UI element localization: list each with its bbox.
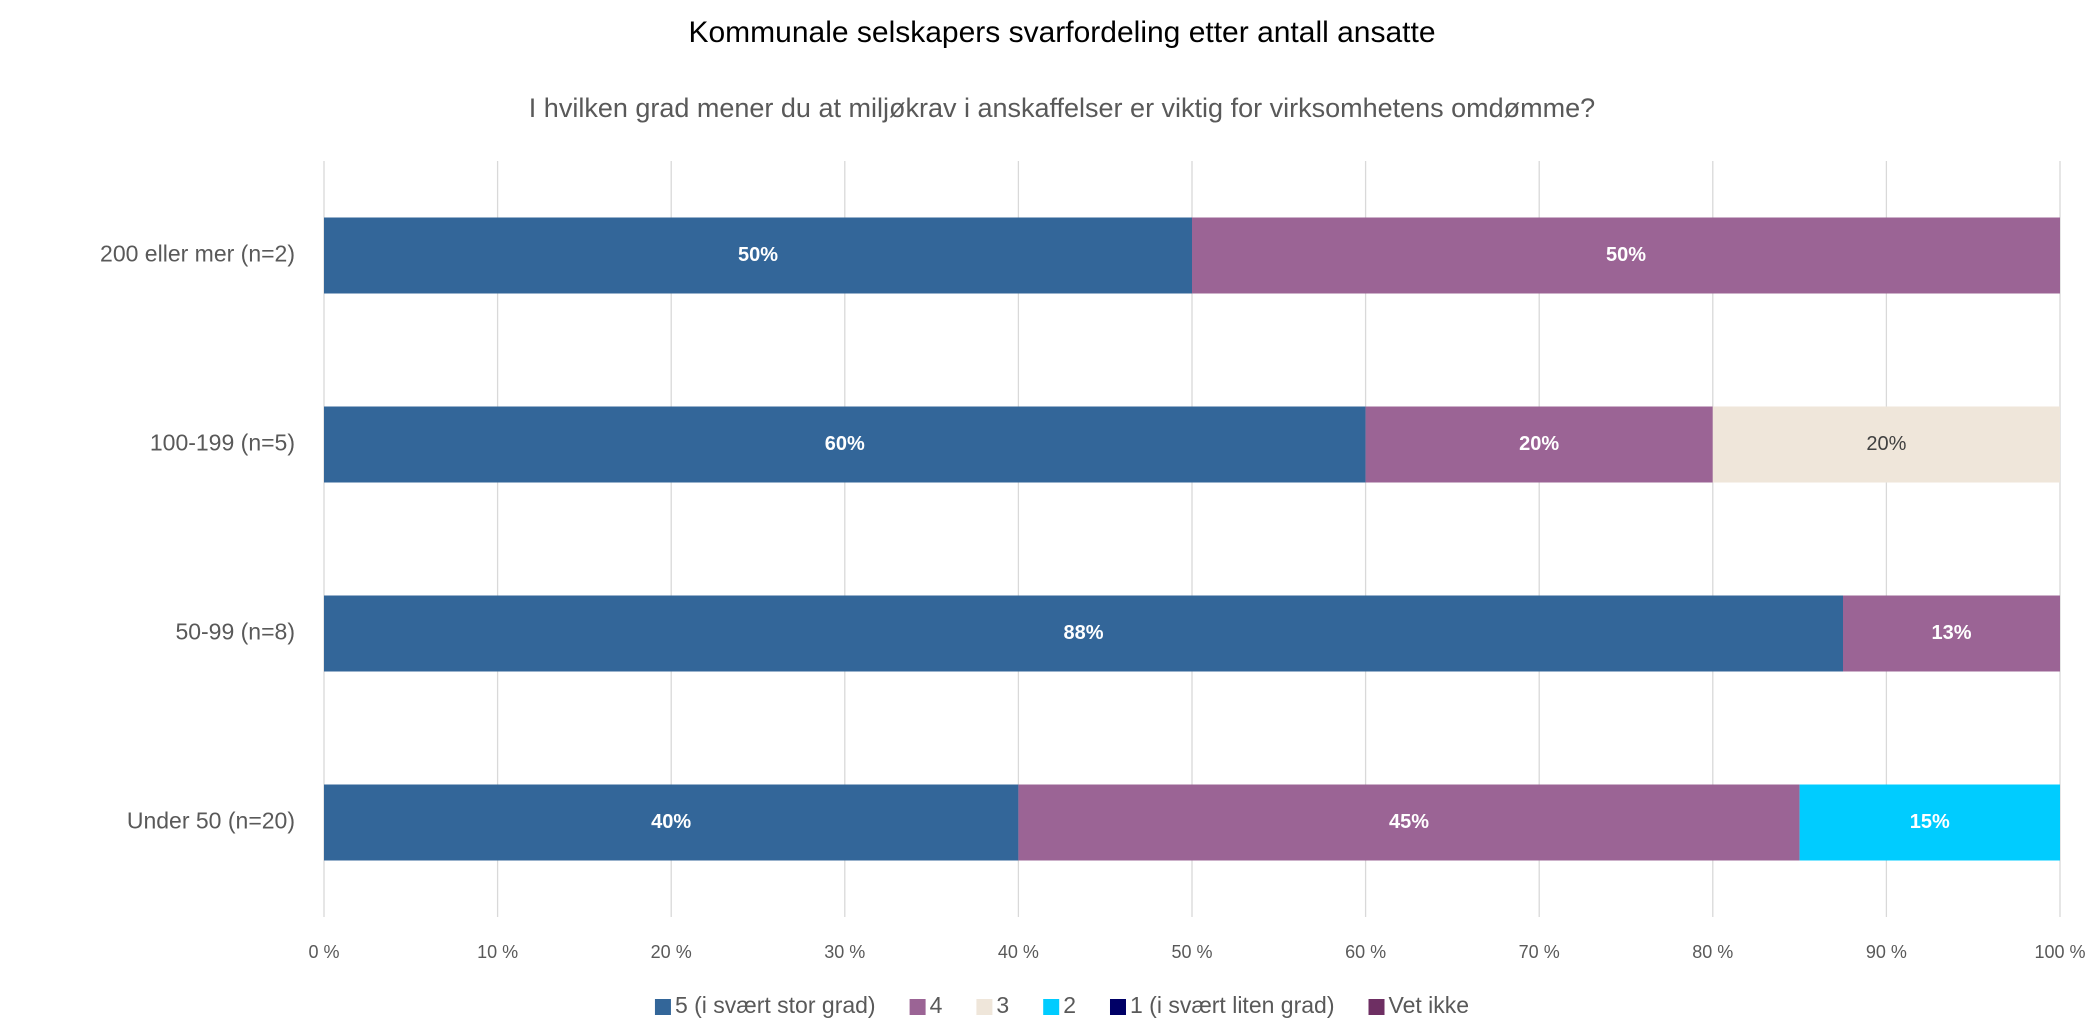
bar-segment: [1712, 406, 2060, 483]
legend-label: Vet ikke: [1389, 992, 1470, 1018]
data-label: 20%: [1866, 433, 1906, 455]
legend-label: 2: [1063, 992, 1076, 1018]
bar-segment: [324, 595, 1843, 672]
legend-label: 4: [930, 992, 943, 1018]
legend-label: 5 (i svært stor grad): [675, 992, 876, 1018]
data-label: 50%: [1606, 244, 1646, 266]
y-tick-label: 50-99 (n=8): [175, 619, 295, 645]
legend-swatch: [1043, 999, 1060, 1015]
x-tick-label: 0 %: [308, 942, 339, 962]
x-tick-label: 50 %: [1171, 942, 1212, 962]
bar-segment: [1843, 595, 2060, 672]
data-label: 20%: [1519, 433, 1559, 455]
data-label: 50%: [738, 244, 778, 266]
legend-swatch: [1109, 999, 1126, 1015]
bar-segment: [1192, 217, 2060, 294]
bar-segment: [1365, 406, 1713, 483]
y-tick-label: 100-199 (n=5): [150, 430, 295, 456]
x-tick-label: 60 %: [1345, 942, 1386, 962]
x-tick-label: 70 %: [1519, 942, 1560, 962]
data-label: 40%: [651, 811, 691, 833]
legend-swatch: [654, 999, 671, 1015]
data-label: 13%: [1931, 622, 1971, 644]
legend: 5 (i svært stor grad) 4 3 2 1 (i svært liten…: [654, 992, 1470, 1018]
x-tick-label: 20 %: [651, 942, 692, 962]
bar-segment: [1799, 784, 2060, 861]
x-tick-label: 40 %: [998, 942, 1039, 962]
bar-segment: [324, 217, 1192, 294]
x-tick-label: 30 %: [824, 942, 865, 962]
data-label: 15%: [1910, 811, 1950, 833]
bar-segment: [1018, 784, 1800, 861]
bar-segment: [324, 784, 1019, 861]
y-tick-label: Under 50 (n=20): [127, 808, 295, 834]
legend-label: 1 (i svært liten grad): [1130, 992, 1335, 1018]
x-tick-label: 80 %: [1692, 942, 1733, 962]
legend-swatch: [909, 999, 926, 1015]
data-label: 60%: [825, 433, 865, 455]
bar-segment: [324, 406, 1366, 483]
x-tick-label: 100 %: [2034, 942, 2085, 962]
legend-swatch: [976, 999, 993, 1015]
data-label: 88%: [1063, 622, 1103, 644]
x-tick-label: 90 %: [1866, 942, 1907, 962]
chart-title: Kommunale selskapers svarfordeling etter…: [688, 16, 1435, 49]
y-tick-label: 200 eller mer (n=2): [100, 241, 295, 267]
data-label: 45%: [1389, 811, 1429, 833]
x-tick-label: 10 %: [477, 942, 518, 962]
legend-swatch: [1368, 999, 1385, 1015]
chart-subtitle: I hvilken grad mener du at miljøkrav i a…: [529, 93, 1595, 123]
legend-label: 3: [996, 992, 1009, 1018]
